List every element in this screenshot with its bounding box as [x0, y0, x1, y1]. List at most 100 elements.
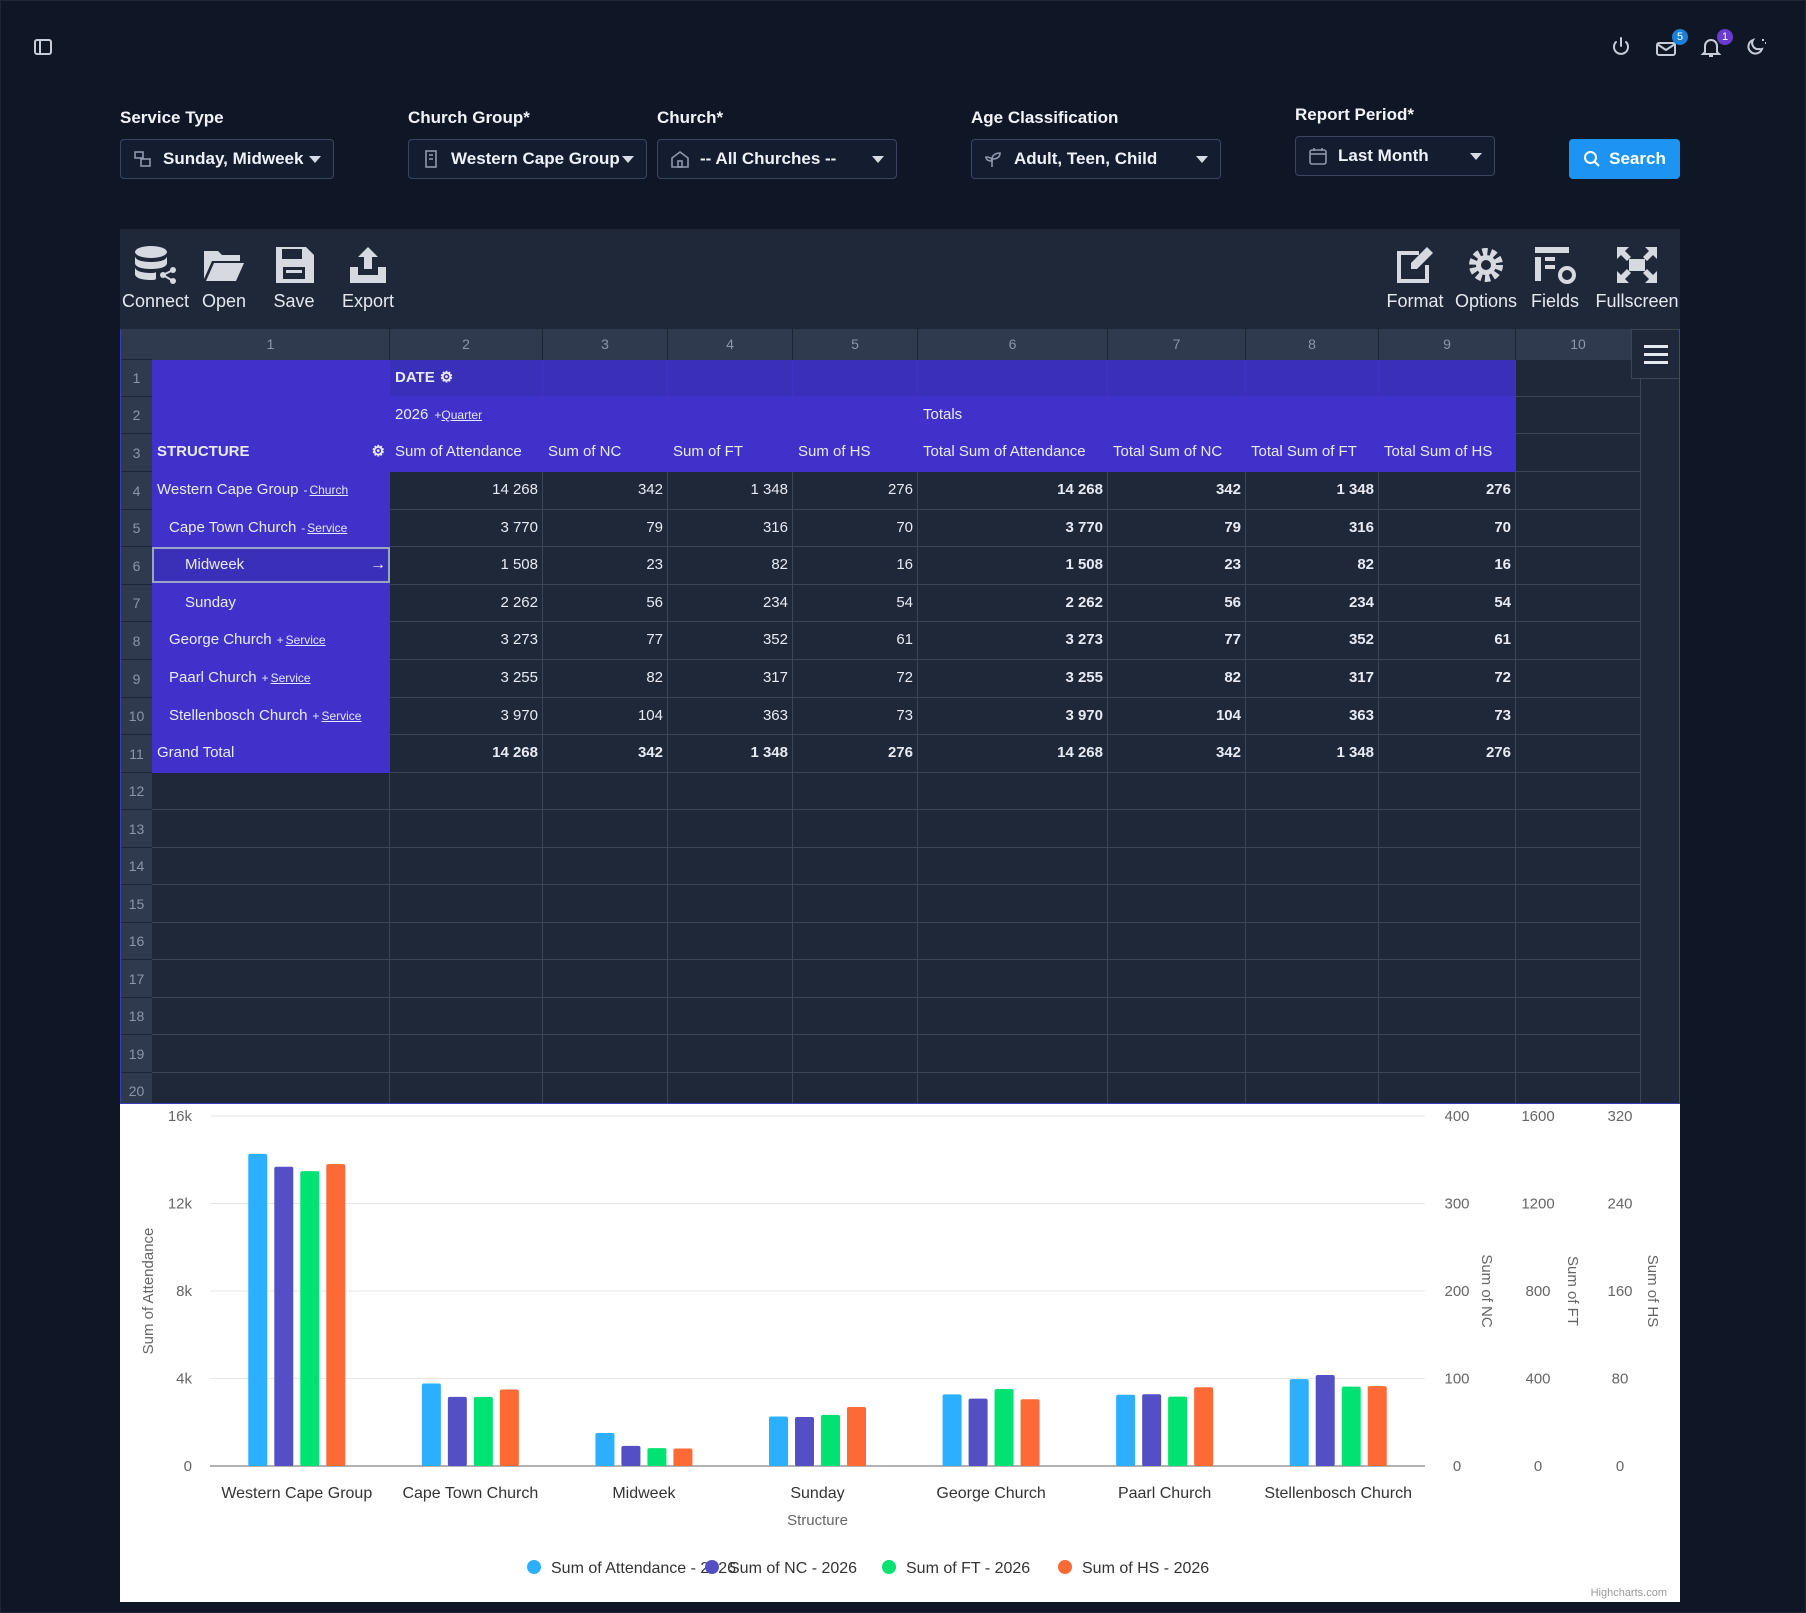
- grid-cell[interactable]: [1246, 1073, 1379, 1103]
- grid-cell[interactable]: [390, 397, 543, 434]
- church-select[interactable]: -- All Churches --: [657, 139, 897, 179]
- grid-cell[interactable]: [1379, 585, 1516, 622]
- grid-cell[interactable]: [1246, 622, 1379, 660]
- grid-cell[interactable]: [152, 585, 390, 622]
- grid-cell[interactable]: [668, 434, 793, 472]
- row-label-cell[interactable]: Sunday: [152, 585, 390, 621]
- grid-cell[interactable]: [918, 472, 1108, 510]
- legend-item[interactable]: Sum of NC - 2026: [729, 1560, 857, 1577]
- grid-cell[interactable]: [918, 773, 1108, 810]
- chart-bar[interactable]: [499, 1389, 519, 1466]
- grid-cell[interactable]: [390, 923, 543, 960]
- grid-cell[interactable]: [1108, 923, 1246, 960]
- drill-link[interactable]: Service: [270, 671, 311, 685]
- grid-cell[interactable]: [668, 472, 793, 510]
- chart-bar[interactable]: [821, 1414, 840, 1466]
- grid-cell[interactable]: [668, 1035, 793, 1073]
- chart-bar[interactable]: [1367, 1386, 1387, 1466]
- grid-cell[interactable]: [918, 510, 1108, 547]
- row-label-cell[interactable]: George Church + Service: [152, 622, 390, 658]
- grid-cell[interactable]: [1108, 360, 1246, 397]
- grid-cell[interactable]: [1108, 773, 1246, 810]
- chart-bar[interactable]: [421, 1383, 441, 1466]
- expand-quarter-link[interactable]: Quarter: [441, 408, 483, 422]
- grid-cell[interactable]: [793, 923, 918, 960]
- chart-bar[interactable]: [274, 1166, 294, 1466]
- grid-cell[interactable]: [543, 810, 668, 848]
- grid-cell[interactable]: [668, 735, 793, 773]
- grid-cell[interactable]: [1108, 397, 1246, 434]
- chart-bar[interactable]: [300, 1171, 320, 1466]
- grid-cell[interactable]: [668, 397, 793, 434]
- grid-cell[interactable]: [152, 1073, 390, 1103]
- grid-cell[interactable]: [1108, 660, 1246, 698]
- grid-cell[interactable]: [543, 660, 668, 698]
- chart-bar[interactable]: [647, 1448, 667, 1466]
- options-button[interactable]: Options: [1454, 245, 1518, 312]
- church-group-select[interactable]: Western Cape Group: [408, 139, 647, 179]
- grid-cell[interactable]: [152, 735, 390, 773]
- grid-cell[interactable]: [1516, 885, 1641, 923]
- chart-bar[interactable]: [795, 1417, 814, 1466]
- grid-cell[interactable]: [543, 360, 668, 397]
- chart-bar[interactable]: [994, 1389, 1014, 1466]
- grid-cell[interactable]: [390, 472, 543, 510]
- chart-bar[interactable]: [968, 1398, 988, 1466]
- chart-bar[interactable]: [326, 1164, 346, 1466]
- grid-cell[interactable]: [1246, 660, 1379, 698]
- grid-cell[interactable]: [390, 698, 543, 735]
- grid-cell[interactable]: [793, 585, 918, 622]
- grid-cell[interactable]: [668, 998, 793, 1035]
- grid-cell[interactable]: [543, 923, 668, 960]
- grid-cell[interactable]: [1246, 397, 1379, 434]
- grid-cell[interactable]: [793, 698, 918, 735]
- grid-cell[interactable]: [1246, 885, 1379, 923]
- grid-cell[interactable]: [1516, 510, 1641, 547]
- grid-cell[interactable]: [1108, 585, 1246, 622]
- chart-bar[interactable]: [1020, 1399, 1040, 1466]
- sidebar-toggle-icon[interactable]: [31, 35, 57, 61]
- grid-cell[interactable]: [668, 660, 793, 698]
- grid-cell[interactable]: [1379, 622, 1516, 660]
- grid-cell[interactable]: [543, 960, 668, 998]
- grid-cell[interactable]: [1246, 960, 1379, 998]
- grid-cell[interactable]: [1516, 660, 1641, 698]
- chart-bar[interactable]: [1194, 1387, 1214, 1466]
- grid-cell[interactable]: [152, 998, 390, 1035]
- grid-cell[interactable]: [390, 773, 543, 810]
- search-button[interactable]: Search: [1569, 139, 1680, 179]
- gear-icon[interactable]: ⚙: [439, 369, 454, 386]
- grid-cell[interactable]: [1246, 547, 1379, 585]
- grid-cell[interactable]: [1516, 547, 1641, 585]
- grid-cell[interactable]: [668, 885, 793, 923]
- grid-cell[interactable]: [1246, 848, 1379, 885]
- grid-cell[interactable]: [918, 660, 1108, 698]
- grid-cell[interactable]: [1379, 660, 1516, 698]
- grid-cell[interactable]: [1379, 885, 1516, 923]
- grid-cell[interactable]: [1379, 1035, 1516, 1073]
- chart-bar[interactable]: [1116, 1394, 1136, 1466]
- grid-cell[interactable]: [793, 735, 918, 773]
- save-button[interactable]: Save: [266, 245, 322, 312]
- grid-cell[interactable]: [1379, 998, 1516, 1035]
- grid-cell[interactable]: [918, 585, 1108, 622]
- grid-cell[interactable]: [152, 848, 390, 885]
- structure-header[interactable]: STRUCTURE ⚙: [152, 434, 390, 470]
- power-icon[interactable]: [1609, 35, 1635, 61]
- grid-cell[interactable]: [1108, 885, 1246, 923]
- grid-cell[interactable]: [1246, 998, 1379, 1035]
- theme-toggle-icon[interactable]: [1744, 35, 1770, 61]
- grid-cell[interactable]: [668, 1073, 793, 1103]
- grid-cell[interactable]: [1108, 472, 1246, 510]
- mail-icon[interactable]: 5: [1654, 29, 1688, 61]
- grid-cell[interactable]: [152, 885, 390, 923]
- pivot-grid[interactable]: 1 2 3 4 5 6 7 8 9 10 1 2 3 4 5 6 7 8 9 10 11 12 13 14 15 16 17 18 19…: [120, 329, 1680, 1104]
- open-button[interactable]: Open: [196, 245, 252, 312]
- grid-cell[interactable]: [1379, 810, 1516, 848]
- export-button[interactable]: Export: [336, 245, 400, 312]
- grid-cell[interactable]: [1379, 397, 1516, 434]
- grid-cell[interactable]: [390, 848, 543, 885]
- grid-cell[interactable]: [1246, 434, 1379, 472]
- drill-link[interactable]: Church: [309, 483, 349, 497]
- chart-bar[interactable]: [1315, 1375, 1335, 1466]
